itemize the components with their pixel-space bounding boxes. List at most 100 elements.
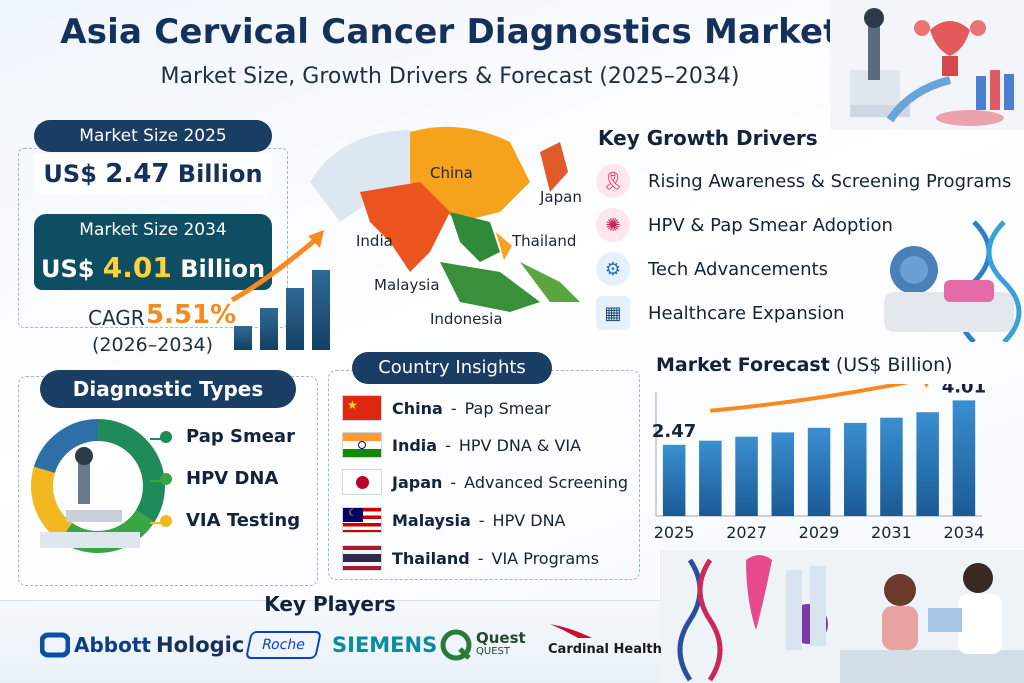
page-subtitle: Market Size, Growth Drivers & Forecast (… — [160, 64, 740, 89]
forecast-bar — [916, 412, 939, 516]
growth-driver-label: Rising Awareness & Screening Programs — [648, 170, 1012, 192]
hospital-icon: ▦ — [596, 296, 630, 330]
cardinal-health-logo-text: Cardinal Health — [548, 641, 662, 657]
growth-drivers-title: Key Growth Drivers — [598, 126, 818, 150]
forecast-data-label: 4.01 — [942, 384, 986, 397]
hologic-logo: Hologic — [156, 628, 244, 662]
country-row: India - HPV DNA & VIA — [342, 431, 581, 459]
map-label-thailand: Thailand — [512, 232, 577, 250]
forecast-bar — [771, 432, 794, 516]
market-size-2034-value: US$ 4.01 Billion — [34, 246, 272, 290]
diagnostic-type-item: VIA Testing — [160, 510, 300, 531]
market-size-2025-unit: Billion — [177, 160, 263, 188]
market-size-2034-unit: Billion — [180, 255, 266, 283]
market-size-2034-number: 4.01 — [102, 251, 172, 284]
diagnostic-types-title: Diagnostic Types — [40, 370, 296, 408]
diagnostic-donut-icon — [31, 419, 165, 553]
country-name: Malaysia — [392, 510, 471, 530]
forecast-tick-label: 2031 — [871, 523, 912, 542]
country-name: Thailand — [392, 548, 470, 568]
growth-driver-item: 🎗 Rising Awareness & Screening Programs — [596, 164, 1011, 198]
key-players-title: Key Players — [264, 592, 396, 616]
diagnostic-type-item: HPV DNA — [160, 468, 278, 489]
india-flag-icon — [342, 432, 382, 458]
quest-logo-text: Quest — [476, 629, 526, 647]
country-detail: VIA Programs — [491, 548, 600, 568]
roche-logo-text: Roche — [245, 631, 322, 659]
malaysia-flag-icon: ☾ — [342, 507, 382, 533]
china-flag-icon: ★ — [342, 395, 382, 421]
gear-icon: ⚙ — [596, 252, 630, 286]
forecast-tick-label: 2029 — [799, 523, 840, 542]
growth-driver-label: Healthcare Expansion — [648, 302, 845, 324]
country-row: Japan - Advanced Screening — [342, 468, 628, 496]
growth-driver-item: ▦ Healthcare Expansion — [596, 296, 845, 330]
country-detail: HPV DNA — [492, 510, 566, 530]
forecast-chart: 2025 2.47 2027 2029 2031 2034 4.01 — [652, 384, 986, 542]
dna-device-illustration-icon — [884, 220, 1022, 342]
siemens-logo: SIEMENS — [332, 628, 437, 662]
quest-logo-subtext: QUEST — [476, 646, 510, 657]
forecast-tick-label: 2027 — [726, 523, 767, 542]
map-label-indonesia: Indonesia — [430, 310, 503, 328]
country-detail: Advanced Screening — [464, 472, 629, 492]
forecast-title: Market Forecast (US$ Billion) — [656, 354, 953, 376]
country-detail: Pap Smear — [464, 398, 551, 418]
map-label-malaysia: Malaysia — [374, 276, 440, 294]
market-size-2025-value: US$ 2.47 Billion — [34, 154, 272, 194]
country-row: Thailand - VIA Programs — [342, 544, 599, 572]
country-separator: - — [450, 472, 457, 492]
siemens-logo-text: SIEMENS — [332, 633, 438, 657]
roche-logo: Roche — [245, 628, 322, 662]
map-label-china: China — [430, 164, 473, 182]
market-size-2034-prefix: US$ — [40, 255, 95, 283]
forecast-bar — [952, 400, 976, 516]
country-separator: - — [445, 435, 451, 455]
forecast-tick-label: 2025 — [654, 523, 695, 542]
growth-driver-label: Tech Advancements — [648, 258, 828, 280]
thailand-flag-icon — [342, 545, 382, 571]
key-players-band — [0, 600, 660, 683]
forecast-bar — [735, 436, 758, 516]
quest-logo: Quest QUEST — [440, 628, 526, 662]
market-size-2025-label: Market Size 2025 — [34, 120, 272, 152]
country-name: China — [392, 398, 443, 418]
doctor-patient-illustration-icon — [660, 550, 1024, 683]
growth-driver-item: ✺ HPV & Pap Smear Adoption — [596, 208, 893, 242]
country-separator: - — [477, 548, 484, 568]
cardinal-health-logo: Cardinal Health — [548, 622, 662, 657]
cagr-label: CAGR — [88, 306, 145, 330]
lab-illustration-icon — [830, 0, 1024, 130]
country-name: Japan — [392, 472, 443, 492]
country-separator: - — [478, 510, 485, 530]
map-label-india: India — [356, 232, 393, 250]
abbott-logo-text: Abbott — [74, 633, 151, 657]
abbott-logo-icon — [40, 632, 70, 658]
growth-driver-label: HPV & Pap Smear Adoption — [648, 214, 893, 236]
country-name: India — [392, 435, 438, 455]
country-detail: HPV DNA & VIA — [458, 435, 582, 455]
cardinal-health-logo-icon — [550, 623, 592, 638]
cagr-range: (2026–2034) — [92, 334, 214, 356]
country-insights-title: Country Insights — [352, 352, 552, 384]
diagnostic-type-label: VIA Testing — [186, 510, 301, 531]
country-row: ☾ Malaysia - HPV DNA — [342, 506, 565, 534]
japan-flag-icon — [342, 469, 382, 495]
diagnostic-type-label: Pap Smear — [186, 426, 295, 447]
forecast-bar — [807, 427, 831, 516]
forecast-title-unit: (US$ Billion) — [835, 354, 953, 376]
quest-logo-icon — [440, 629, 472, 661]
country-row: ★ China - Pap Smear — [342, 394, 551, 422]
diagnostic-type-item: Pap Smear — [160, 426, 295, 447]
abbott-logo: Abbott — [40, 628, 151, 662]
page-title: Asia Cervical Cancer Diagnostics Market — [60, 12, 840, 52]
forecast-trend-arrowhead — [918, 384, 933, 389]
virus-icon: ✺ — [596, 208, 630, 242]
asia-map: China Japan India Thailand Malaysia Indo… — [300, 112, 590, 342]
forecast-bar — [662, 444, 686, 516]
growth-driver-item: ⚙ Tech Advancements — [596, 252, 828, 286]
forecast-bar — [699, 440, 722, 516]
hologic-logo-text: Hologic — [156, 633, 245, 657]
diagnostic-type-label: HPV DNA — [186, 468, 279, 489]
market-size-2034-label: Market Size 2034 — [34, 214, 272, 246]
